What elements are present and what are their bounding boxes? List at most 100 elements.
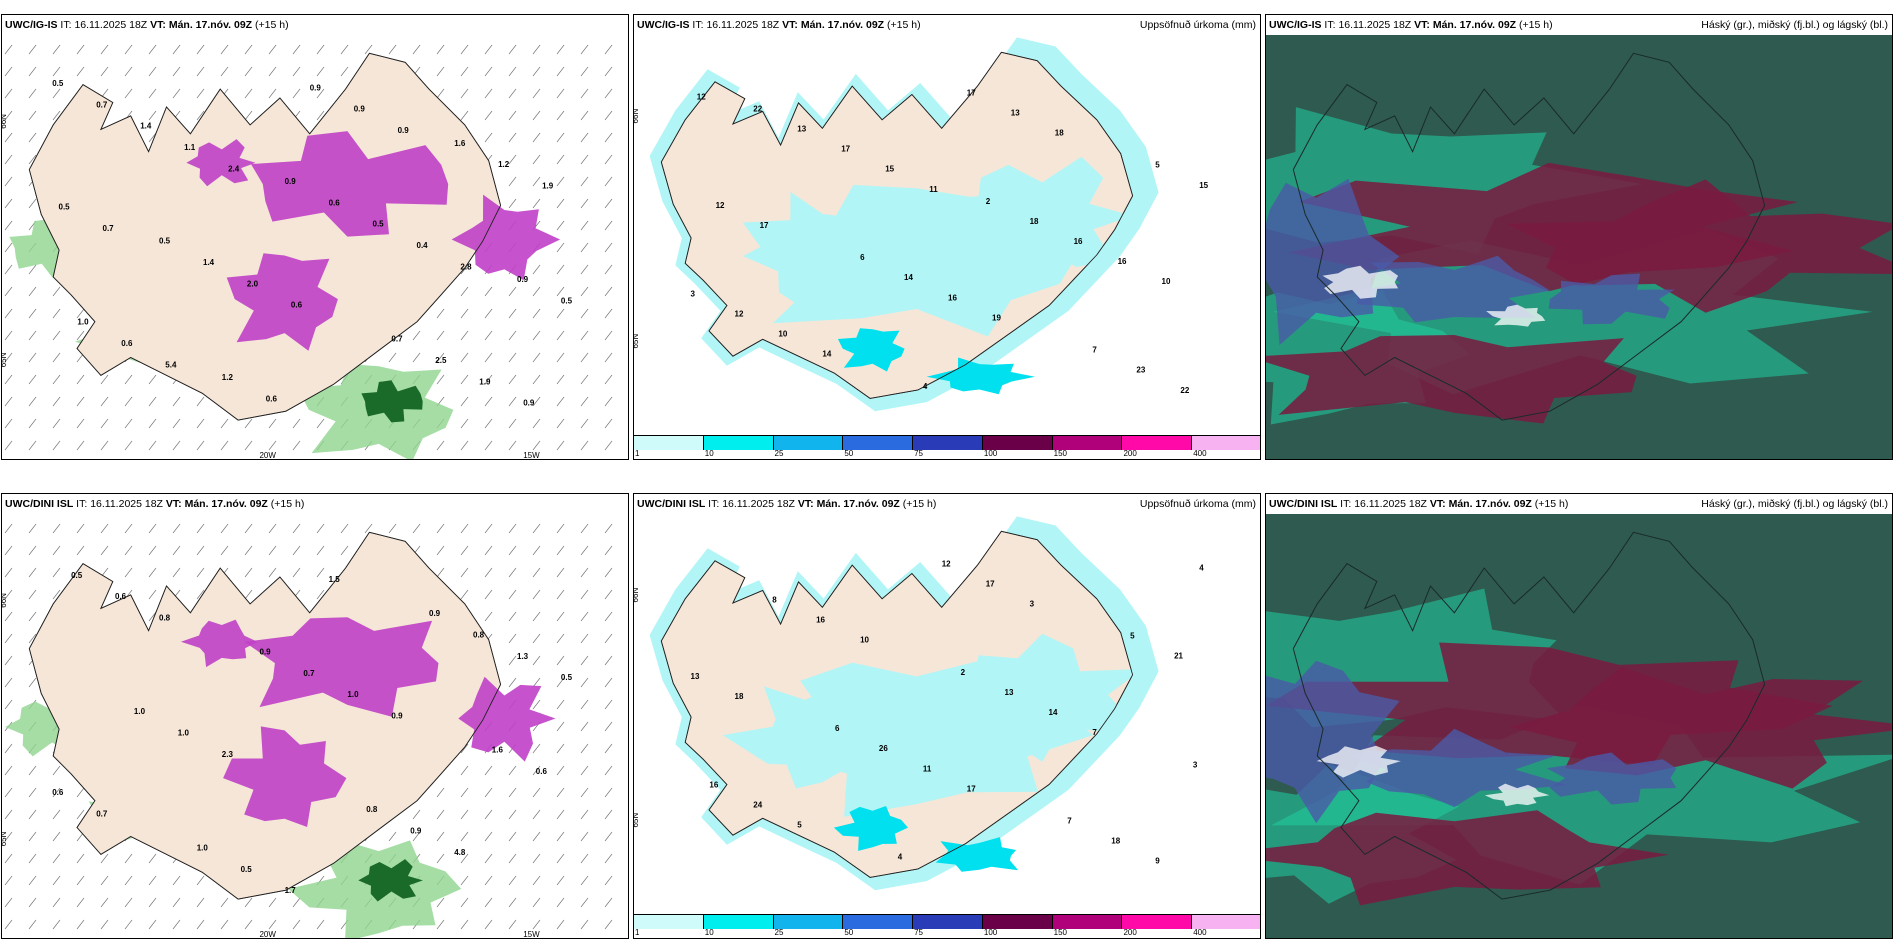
wind-barb [604, 765, 613, 776]
wind-barb [532, 831, 541, 842]
cloud-area [1506, 179, 1892, 313]
value-label: 15 [1199, 181, 1208, 190]
wind-barb [124, 875, 133, 886]
wind-barb [580, 633, 589, 644]
wind-barb [28, 897, 37, 908]
wind-barb [364, 44, 373, 55]
value-label: 2 [961, 668, 966, 677]
wind-barb [508, 308, 517, 319]
value-label: 0.7 [303, 669, 315, 678]
vt-value: Mán. 17.nóv. 09Z [800, 19, 885, 31]
latitude-label: 65N [634, 334, 640, 349]
wind-barb [484, 110, 493, 121]
value-label: 2.0 [247, 279, 259, 288]
wind-barb [460, 743, 469, 754]
wind-barb [172, 66, 181, 77]
value-label: 0.5 [71, 571, 83, 580]
legend-tick-label: 100 [983, 449, 998, 458]
wind-barb [580, 699, 589, 710]
wind-barb [604, 567, 613, 578]
value-label: 0.6 [52, 788, 64, 797]
wind-barb [196, 567, 205, 578]
panel-header: UWC/IG-IS IT: 16.11.2025 18Z VT: Mán. 17… [2, 15, 628, 35]
wind-barb [172, 919, 181, 930]
wind-barb [580, 198, 589, 209]
legend-colorbar [634, 435, 1260, 450]
longitude-label: 20W [259, 930, 276, 939]
wind-barb [556, 567, 565, 578]
wind-barb [436, 919, 445, 930]
wind-barb [100, 396, 109, 407]
cloud-area [1266, 660, 1400, 824]
value-label: 10 [860, 636, 869, 645]
latitude-label: 66N [2, 593, 8, 608]
wind-barb [172, 44, 181, 55]
wind-barb [124, 66, 133, 77]
wind-barb [580, 875, 589, 886]
wind-barb [148, 418, 157, 429]
vt-value: Mán. 17.nóv. 09Z [184, 498, 268, 510]
wind-barb [532, 611, 541, 622]
value-label: 0.5 [241, 865, 253, 874]
wind-barb [220, 545, 229, 556]
value-label: 0.6 [329, 198, 341, 207]
wind-barb [316, 567, 325, 578]
value-label: 0.6 [291, 301, 303, 310]
wind-barb [508, 677, 517, 688]
wind-barb [580, 853, 589, 864]
wind-barb [196, 418, 205, 429]
longitude-label: 20W [259, 451, 276, 460]
precip-legend: 1 10 25 50 75 100 150 200 400 [634, 435, 1260, 459]
wind-barb [28, 198, 37, 209]
wind-barb [4, 110, 13, 121]
wind-barb [52, 809, 61, 820]
wind-barb [124, 88, 133, 99]
wind-barb [28, 523, 37, 534]
wind-barb [532, 589, 541, 600]
vt-value: Mán. 17.nóv. 09Z [1432, 19, 1517, 31]
wind-barb [436, 374, 445, 385]
wind-barb [4, 396, 13, 407]
wind-barb [580, 220, 589, 231]
wind-barb [604, 264, 613, 275]
value-label: 7 [1092, 346, 1097, 355]
map-panel-4: UWC/DINI ISL IT: 16.11.2025 18Z VT: Mán.… [1, 493, 629, 939]
wind-barb [556, 875, 565, 886]
wind-barb [436, 440, 445, 451]
value-label: 0.6 [115, 592, 127, 601]
wind-barb [556, 440, 565, 451]
wind-barb [388, 352, 397, 363]
it-value: 16.11.2025 18Z [722, 498, 795, 510]
wind-barb [268, 545, 277, 556]
wind-barb [4, 418, 13, 429]
wind-barb [604, 286, 613, 297]
wind-barb [100, 66, 109, 77]
wind-barb [580, 611, 589, 622]
wind-barb [100, 897, 109, 908]
wind-barb [484, 374, 493, 385]
wind-barb [460, 264, 469, 275]
precip-shading [451, 194, 561, 281]
wind-barb [508, 589, 517, 600]
value-label: 0.9 [285, 177, 297, 186]
wind-barb [604, 787, 613, 798]
wind-barb [460, 110, 469, 121]
wind-barb [532, 132, 541, 143]
wind-barb [196, 110, 205, 121]
wind-barb [508, 66, 517, 77]
wind-barb [244, 110, 253, 121]
value-label: 11 [929, 185, 938, 194]
it-label: IT: [692, 19, 704, 31]
wind-barb [532, 787, 541, 798]
value-label: 0.7 [103, 224, 115, 233]
wind-barb [28, 809, 37, 820]
wind-barb [604, 418, 613, 429]
it-value: 16.11.2025 18Z [74, 19, 148, 31]
wind-barb [172, 897, 181, 908]
wind-barb [124, 853, 133, 864]
wind-barb [124, 396, 133, 407]
wind-barb [580, 589, 589, 600]
wind-barb [604, 110, 613, 121]
wind-barb [52, 440, 61, 451]
wind-barb [556, 110, 565, 121]
